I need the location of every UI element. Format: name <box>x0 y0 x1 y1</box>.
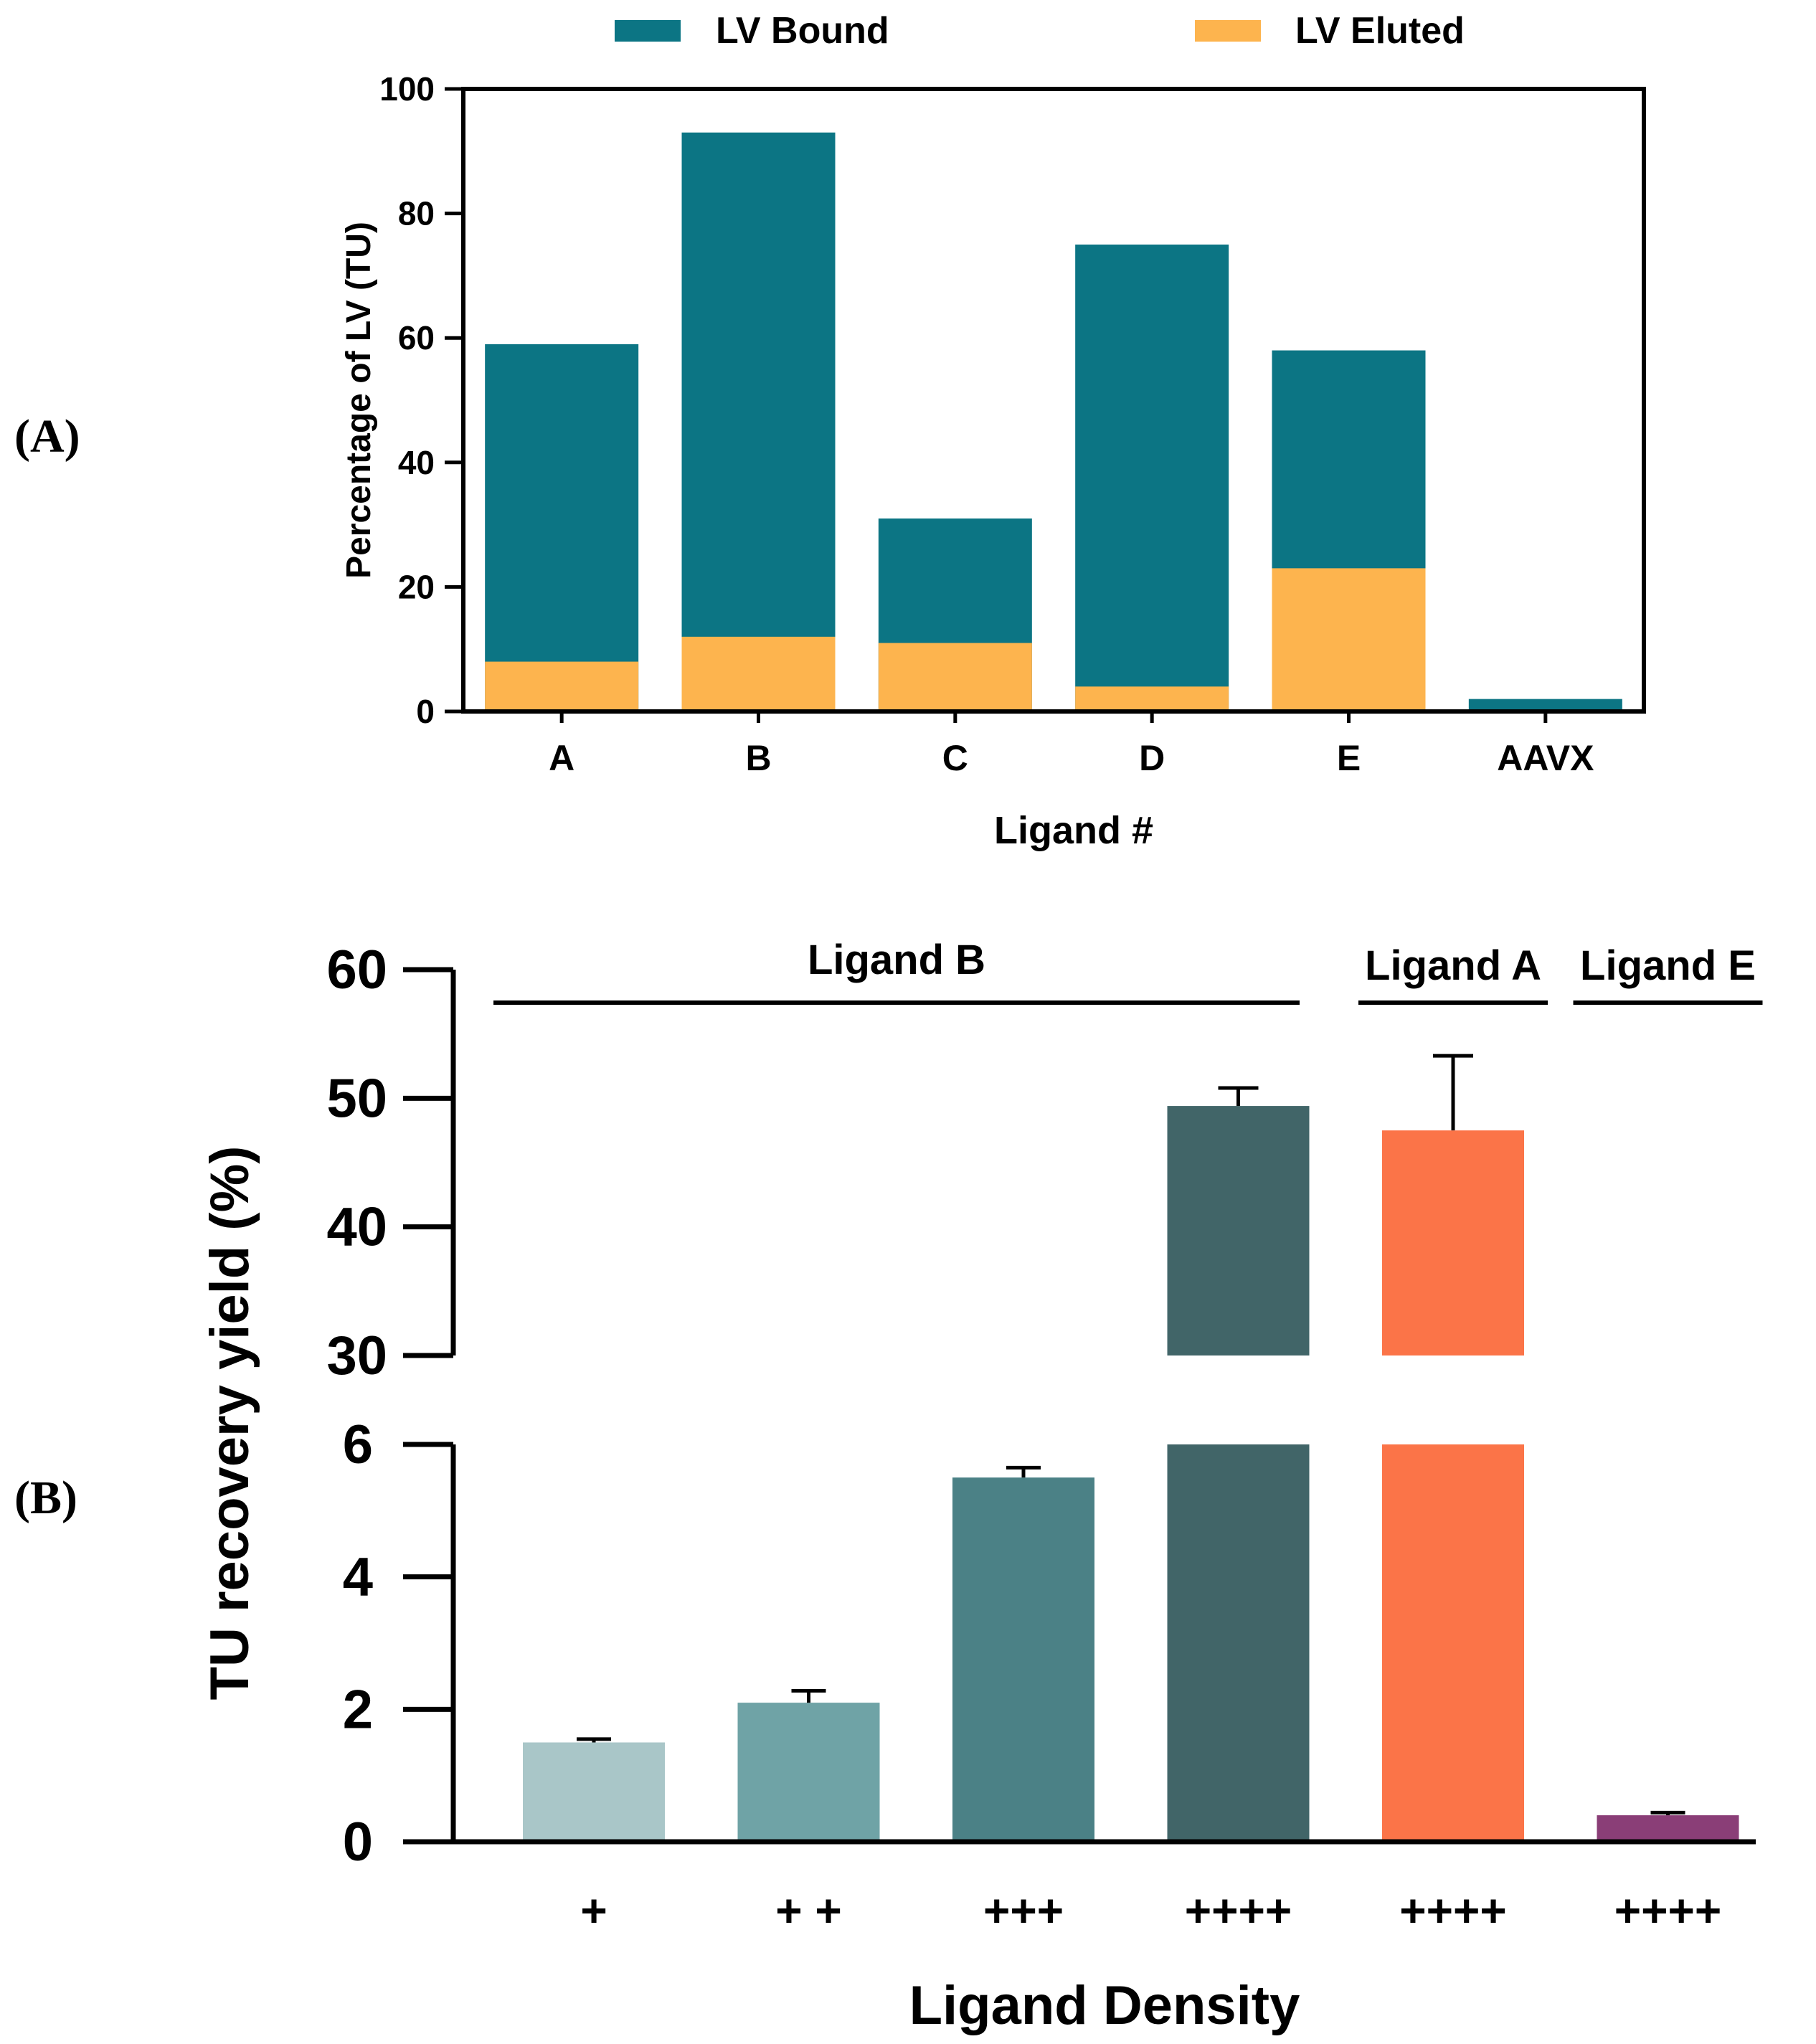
y-tick-label-0: 0 <box>343 1812 373 1873</box>
bar-lv-bound-aavx <box>1468 699 1622 711</box>
panel-a-legend: LV Bound LV Eluted <box>615 10 1465 52</box>
panel-b-label: (B) <box>14 1472 77 1524</box>
y-tick-label-6: 6 <box>343 1414 373 1475</box>
bar-5-upper-segment <box>1382 1130 1524 1355</box>
x-tick-label-b: B <box>745 738 771 778</box>
x-category-label-3: +++ <box>983 1885 1064 1936</box>
x-tick-label-a: A <box>549 738 574 778</box>
y-tick-label-60: 60 <box>326 940 387 1000</box>
bar-lv-bound-d <box>1075 245 1229 711</box>
y-tick-label-4: 4 <box>343 1547 373 1608</box>
bar-3 <box>952 1477 1094 1842</box>
x-category-label-4: ++++ <box>1185 1885 1292 1936</box>
x-category-label-5: ++++ <box>1399 1885 1507 1936</box>
bar-4-lower-segment <box>1167 1444 1310 1842</box>
x-tick-label-d: D <box>1139 738 1165 778</box>
bar-6 <box>1597 1815 1739 1842</box>
y-tick-label-60: 60 <box>398 319 435 356</box>
x-tick-label-c: C <box>942 738 968 778</box>
y-tick-label-40: 40 <box>326 1197 387 1258</box>
panel-b-bars <box>523 1054 1739 1842</box>
legend-label-lv-eluted: LV Eluted <box>1295 10 1465 52</box>
x-category-label-6: ++++ <box>1614 1885 1722 1936</box>
panel-a: (A) LV Bound LV Eluted A B C D E AAVX 0 20 40 60 8… <box>14 10 1646 852</box>
group-label-ligand-b: Ligand B <box>808 937 985 983</box>
panel-a-frame <box>461 87 1646 714</box>
panel-b-group-labels: Ligand B Ligand A Ligand E <box>493 937 1763 1005</box>
y-tick-label-2: 2 <box>343 1679 373 1740</box>
x-tick-label-e: E <box>1337 738 1361 778</box>
bar-lv-eluted-e <box>1272 568 1426 711</box>
y-tick-label-30: 30 <box>326 1325 387 1386</box>
bar-lv-bound-a <box>485 344 639 711</box>
bar-2 <box>737 1703 880 1842</box>
panel-a-label: (A) <box>14 410 80 463</box>
x-category-label-2: + + <box>775 1885 842 1936</box>
bar-lv-eluted-c <box>878 643 1032 711</box>
panel-a-x-axis-title: Ligand # <box>994 809 1153 852</box>
y-tick-label-40: 40 <box>398 444 435 481</box>
y-tick-label-50: 50 <box>326 1068 387 1129</box>
legend-swatch-lv-eluted <box>1195 20 1261 42</box>
y-tick-label-100: 100 <box>379 70 435 108</box>
group-label-ligand-a: Ligand A <box>1365 942 1541 989</box>
panel-a-bars <box>485 132 1622 711</box>
bar-lv-bound-b <box>681 132 836 711</box>
y-tick-label-0: 0 <box>416 693 435 730</box>
legend-label-lv-bound: LV Bound <box>716 10 889 52</box>
bar-lv-eluted-a <box>485 661 639 711</box>
panel-a-axes: A B C D E AAVX 0 20 40 60 80 100 <box>379 70 1646 778</box>
y-tick-label-20: 20 <box>398 568 435 605</box>
bar-lv-eluted-d <box>1075 686 1229 711</box>
bar-1 <box>523 1742 665 1842</box>
x-category-label-1: + <box>580 1885 607 1936</box>
x-tick-label-aavx: AAVX <box>1497 738 1594 778</box>
y-tick-label-80: 80 <box>398 195 435 232</box>
bar-lv-eluted-b <box>681 636 836 711</box>
panel-a-y-axis-title: Percentage of LV (TU) <box>340 222 378 579</box>
bar-5-lower-segment <box>1382 1444 1524 1842</box>
panel-b-x-axis-title: Ligand Density <box>909 1975 1300 2036</box>
bar-4-upper-segment <box>1167 1106 1310 1355</box>
group-label-ligand-e: Ligand E <box>1580 942 1756 989</box>
panel-b-y-axis-title: TU recovery yield (%) <box>199 1146 260 1700</box>
legend-swatch-lv-bound <box>615 20 681 42</box>
